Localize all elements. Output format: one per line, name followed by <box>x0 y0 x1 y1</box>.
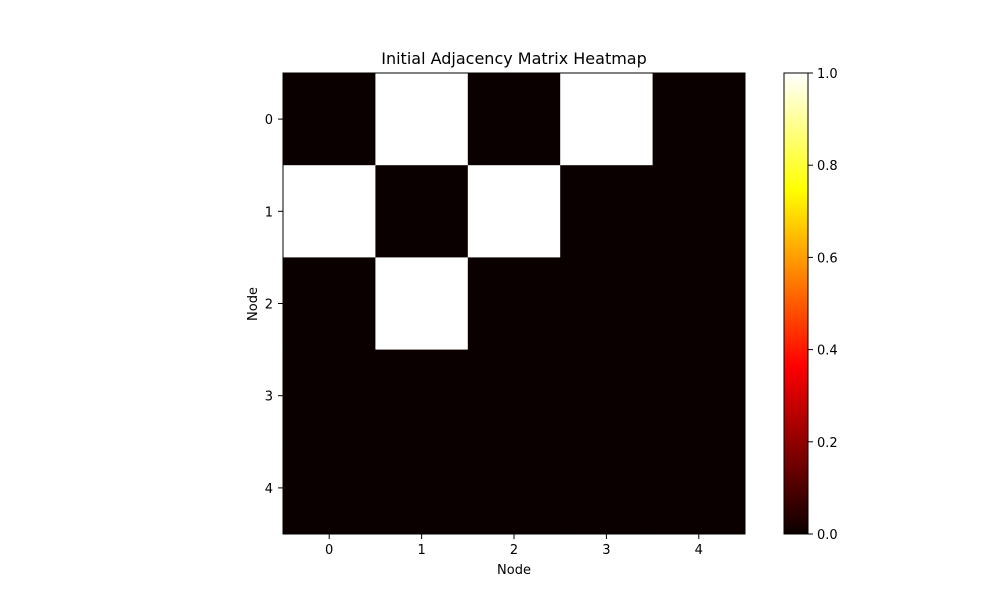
heatmap-cell-2-4 <box>652 257 746 351</box>
y-axis-ticks: 0 1 2 3 4 <box>265 113 283 497</box>
colorbar-ticks: 0.0 0.2 0.4 0.6 0.8 1.0 <box>808 67 838 543</box>
heatmap-cell-1-4 <box>652 165 746 258</box>
colorbar-tick-label: 1.0 <box>817 67 838 82</box>
heatmap-cell-4-1 <box>375 441 469 535</box>
heatmap-cell-1-1 <box>375 165 469 258</box>
x-axis-ticks: 0 1 2 3 4 <box>325 534 703 558</box>
heatmap-cell-0-3 <box>560 73 654 166</box>
heatmap-cells <box>283 73 746 535</box>
colorbar-tick-label: 0.0 <box>817 528 838 543</box>
y-tick-label: 2 <box>265 298 273 313</box>
colorbar-tick-label: 0.2 <box>817 436 838 451</box>
x-tick-label: 1 <box>417 543 425 558</box>
heatmap-cell-4-2 <box>467 441 561 535</box>
y-tick-label: 1 <box>265 205 273 220</box>
colorbar-tick-label: 0.8 <box>817 159 838 174</box>
chart-title: Initial Adjacency Matrix Heatmap <box>381 49 647 68</box>
heatmap-cell-2-0 <box>283 257 376 351</box>
x-tick-label: 2 <box>510 543 518 558</box>
colorbar <box>783 72 809 535</box>
heatmap-cell-3-4 <box>652 349 746 443</box>
heatmap-cell-3-2 <box>467 349 561 443</box>
heatmap-cell-4-0 <box>283 441 376 535</box>
x-tick-label: 4 <box>695 543 703 558</box>
heatmap-cell-1-0 <box>283 165 376 258</box>
y-tick-label: 4 <box>265 482 273 497</box>
heatmap-cell-0-4 <box>652 73 746 166</box>
heatmap-cell-0-2 <box>467 73 561 166</box>
x-axis-label: Node <box>497 563 531 578</box>
heatmap-cell-0-0 <box>283 73 376 166</box>
heatmap-cell-3-1 <box>375 349 469 443</box>
heatmap-cell-3-3 <box>560 349 654 443</box>
heatmap-cell-2-3 <box>560 257 654 351</box>
x-tick-label: 3 <box>602 543 610 558</box>
x-tick-label: 0 <box>325 543 333 558</box>
y-tick-label: 3 <box>265 390 273 405</box>
heatmap-cell-4-4 <box>652 441 746 535</box>
y-axis-label: Node <box>246 287 261 321</box>
heatmap-cell-2-1 <box>375 257 469 351</box>
heatmap-cell-4-3 <box>560 441 654 535</box>
heatmap-cell-2-2 <box>467 257 561 351</box>
y-tick-label: 0 <box>265 113 273 128</box>
heatmap-cell-1-2 <box>467 165 561 258</box>
colorbar-tick-label: 0.4 <box>817 344 838 359</box>
colorbar-tick-label: 0.6 <box>817 251 838 266</box>
heatmap-cell-3-0 <box>283 349 376 443</box>
heatmap-cell-1-3 <box>560 165 654 258</box>
heatmap-cell-0-1 <box>375 73 469 166</box>
